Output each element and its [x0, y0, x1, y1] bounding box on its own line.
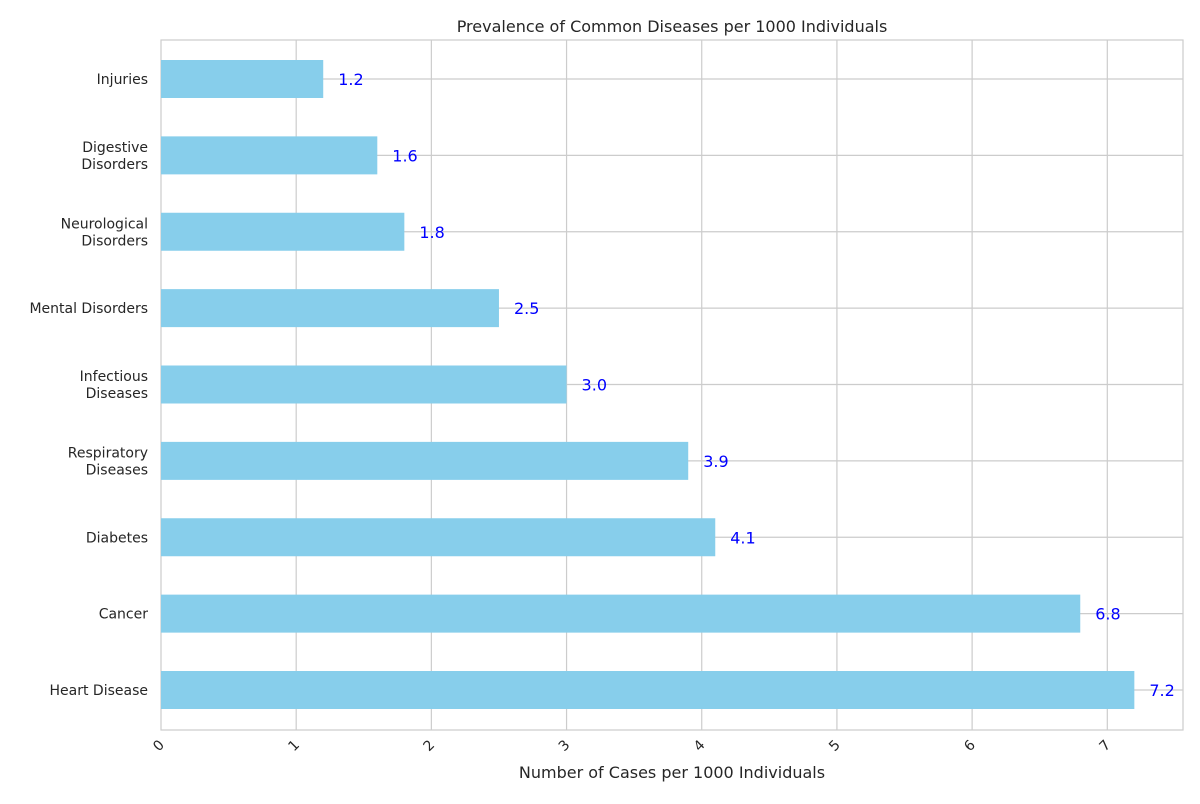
y-tick-label: Mental Disorders: [29, 301, 148, 317]
x-tick-label: 3: [556, 737, 574, 755]
x-tick-label: 1: [285, 737, 303, 755]
bar-layer: [161, 60, 1135, 709]
bar-value-label: 4.1: [730, 528, 755, 547]
bar-value-label: 7.2: [1149, 681, 1174, 700]
y-tick-label: Cancer: [99, 607, 149, 623]
bar-value-label: 2.5: [514, 299, 539, 318]
bar-value-label: 3.9: [703, 452, 728, 471]
bar: [161, 671, 1135, 709]
x-axis-label: Number of Cases per 1000 Individuals: [519, 763, 825, 782]
value-label-layer: 7.2 6.8 4.1 3.9 3.0 2.5 1.8 1.6 1.2: [338, 70, 1175, 700]
bar: [161, 518, 716, 557]
y-tick-label: Diabetes: [86, 530, 148, 546]
bar: [161, 441, 689, 480]
y-tick-layer: Heart Disease Cancer Diabetes Respiratory Di…: [29, 72, 148, 699]
x-tick-label: 4: [691, 737, 709, 755]
x-tick-layer: 0 1 2 3 4 5 6 7: [150, 737, 1114, 755]
x-tick-label: 7: [1097, 737, 1115, 755]
x-tick-label: 2: [421, 737, 439, 755]
y-tick-label: Digestive Disorders: [81, 140, 148, 173]
bar-value-label: 1.2: [338, 70, 363, 89]
bar: [161, 212, 405, 251]
bar: [161, 594, 1081, 633]
bar: [161, 365, 567, 404]
x-tick-label: 5: [826, 737, 844, 755]
bar: [161, 289, 499, 328]
bar: [161, 60, 324, 98]
y-tick-label: Infectious Diseases: [80, 369, 148, 402]
bar-value-label: 6.8: [1095, 605, 1120, 624]
x-tick-label: 6: [961, 737, 979, 755]
chart-title: Prevalence of Common Diseases per 1000 I…: [457, 17, 888, 36]
bar-value-label: 1.6: [392, 146, 417, 165]
bar: [161, 136, 378, 175]
bar-value-label: 3.0: [582, 376, 607, 395]
y-tick-label: Injuries: [97, 72, 148, 88]
y-tick-label: Respiratory Diseases: [68, 445, 148, 478]
x-tick-label: 0: [150, 737, 168, 755]
y-tick-label: Neurological Disorders: [61, 216, 148, 249]
y-tick-label: Heart Disease: [50, 683, 148, 699]
bar-value-label: 1.8: [419, 223, 444, 242]
